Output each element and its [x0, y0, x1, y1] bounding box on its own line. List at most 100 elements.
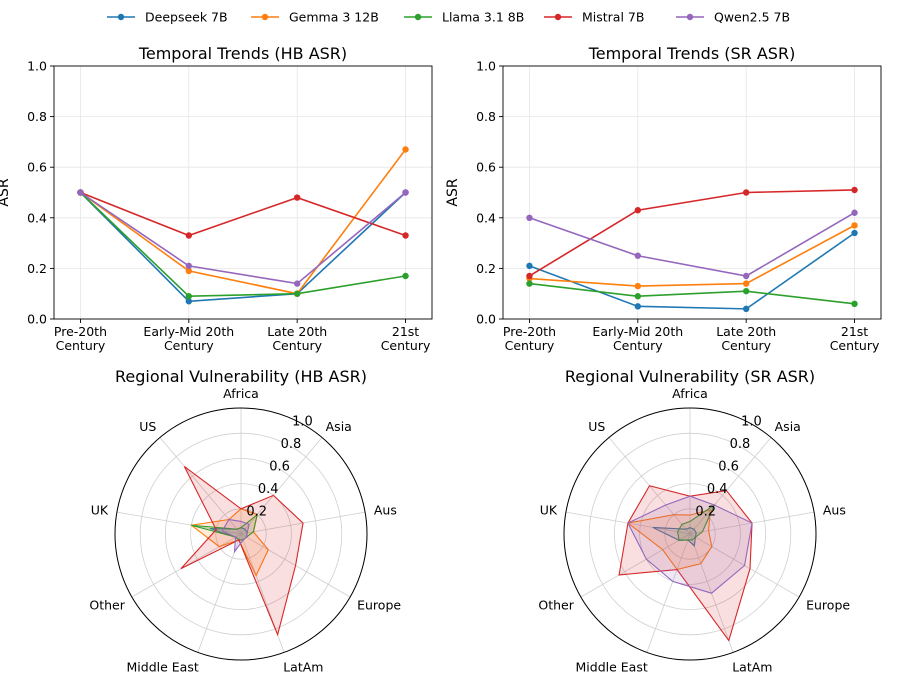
- data-point-mistral-7b: [293, 194, 301, 201]
- radar-category-other: Other: [89, 598, 125, 613]
- radar-category-aus: Aus: [374, 503, 397, 518]
- radar-spoke: [197, 533, 242, 653]
- x-tick-label-line: Century: [721, 338, 771, 353]
- radar-category-us: US: [139, 419, 156, 434]
- series-line-qwen2-5-7b: [80, 191, 407, 285]
- x-tick-label: 21st Century: [381, 324, 431, 353]
- data-point-mistral-7b: [742, 189, 750, 196]
- y-tick-label: 0.2: [476, 261, 496, 276]
- series-line-mistral-7b: [529, 189, 855, 277]
- radar-category-latam: LatAm: [283, 659, 323, 674]
- x-tick-label-line: Pre-20th: [54, 324, 107, 339]
- legend-label: Gemma 3 12B: [289, 10, 379, 25]
- data-point-qwen2-5-7b: [526, 214, 533, 221]
- data-point-deepseek-7b: [851, 229, 858, 237]
- radar-tick-label: 1.0: [741, 415, 762, 430]
- radar-category-middle-east: Middle East: [576, 659, 648, 674]
- y-tick-label: 0.0: [27, 312, 47, 327]
- radar-area-qwen2-5-7b: [627, 495, 753, 594]
- data-point-qwen2-5-7b: [402, 189, 409, 196]
- y-tick-label: 0.8: [476, 109, 496, 124]
- y-tick-label: 0.4: [27, 210, 47, 225]
- radar-category-asia: Asia: [326, 419, 352, 434]
- data-point-llama-3-1-8b: [851, 300, 858, 308]
- series-line-gemma-3-12b: [79, 149, 407, 295]
- radar-spoke: [240, 437, 323, 535]
- data-point-llama-3-1-8b: [293, 290, 301, 297]
- legend-label: Llama 3.1 8B: [442, 10, 524, 25]
- x-tick-label-line: Early-Mid 20th: [143, 324, 234, 339]
- data-point-qwen2-5-7b: [634, 252, 642, 259]
- radar-area-deepseek-7b: [652, 526, 697, 547]
- data-point-llama-3-1-8b: [402, 272, 409, 280]
- data-point-llama-3-1-8b: [742, 287, 750, 295]
- data-point-qwen2-5-7b: [851, 209, 858, 216]
- chart-title: Temporal Trends (HB ASR): [138, 44, 347, 63]
- radar-area-qwen2-5-7b: [221, 518, 250, 554]
- legend-marker: [261, 13, 269, 21]
- series-line-llama-3-1-8b: [529, 282, 855, 305]
- x-tick-label-line: Century: [164, 338, 214, 353]
- series-line-deepseek-7b: [529, 232, 855, 310]
- x-tick-label-line: 21st: [392, 324, 419, 339]
- legend-marker: [686, 13, 694, 21]
- radar-chart-4: 0.2 0.4 0.6 0.8 1.0 Africa Asia Aus Europe LatAm M…: [538, 367, 850, 674]
- chart-title: Regional Vulnerability (SR ASR): [565, 367, 815, 386]
- x-tick-label-line: Century: [56, 338, 106, 353]
- legend-item-deepseek-7b: Deepseek 7B: [107, 10, 228, 25]
- data-point-gemma-3-12b: [402, 146, 409, 153]
- legend-item-gemma-3-12b: Gemma 3 12B: [251, 10, 379, 25]
- radar-tick-label: 0.4: [258, 482, 279, 497]
- chart-title: Temporal Trends (SR ASR): [588, 44, 796, 63]
- radar-spoke: [159, 437, 242, 535]
- legend-label: Mistral 7B: [582, 10, 644, 25]
- radar-category-uk: UK: [540, 503, 558, 518]
- radar-category-middle-east: Middle East: [127, 659, 199, 674]
- line-chart-2: 0.0 0.2 0.4 0.6 0.8 1.0 Pre-20th Century Early-M…: [445, 44, 882, 353]
- x-tick-label: Late 20th Century: [267, 324, 327, 353]
- radar-area-gemma-3-12b: [626, 509, 713, 571]
- x-tick-label-line: Century: [505, 338, 555, 353]
- x-tick-label-line: 21st: [841, 324, 868, 339]
- radar-spoke: [580, 533, 691, 598]
- data-point-qwen2-5-7b: [293, 280, 301, 287]
- y-tick-label: 0.6: [27, 160, 47, 175]
- y-tick-label: 1.0: [476, 59, 496, 74]
- data-point-llama-3-1-8b: [634, 293, 642, 300]
- data-point-mistral-7b: [634, 207, 642, 214]
- legend-item-qwen2-5-7b: Qwen2.5 7B: [676, 10, 790, 25]
- x-tick-label: Early-Mid 20th Century: [592, 324, 683, 353]
- y-tick-label: 0.4: [476, 210, 496, 225]
- series-line-llama-3-1-8b: [79, 191, 406, 298]
- data-point-qwen2-5-7b: [185, 262, 193, 270]
- y-tick-label: 0.6: [476, 160, 496, 175]
- radar-outer-ring: [563, 407, 817, 661]
- radar-tick-label: 0.2: [695, 505, 716, 520]
- series-line-qwen2-5-7b: [529, 212, 855, 277]
- radar-tick-label: 0.8: [730, 437, 751, 452]
- radar-category-europe: Europe: [806, 598, 850, 613]
- x-tick-label: Early-Mid 20th Century: [143, 324, 234, 353]
- x-tick-label-line: Century: [830, 338, 880, 353]
- legend-marker: [414, 13, 422, 21]
- x-tick-label-line: Late 20th: [267, 324, 327, 339]
- legend: Deepseek 7B Gemma 3 12B Llama 3.1 8B Mistra…: [107, 10, 790, 25]
- plot-frame: [502, 65, 882, 320]
- radar-category-uk: UK: [91, 503, 109, 518]
- legend-item-mistral-7b: Mistral 7B: [544, 10, 644, 25]
- data-point-gemma-3-12b: [634, 282, 642, 290]
- radar-category-aus: Aus: [823, 503, 846, 518]
- x-tick-label: 21st Century: [830, 324, 880, 353]
- y-tick-label: 0.2: [27, 261, 47, 276]
- legend-label: Deepseek 7B: [145, 10, 228, 25]
- series-line-mistral-7b: [80, 191, 406, 237]
- radar-tick-label: 1.0: [292, 415, 313, 430]
- y-tick-label: 0.0: [476, 312, 496, 327]
- x-tick-label-line: Century: [272, 338, 322, 353]
- x-tick-label: Pre-20th Century: [503, 324, 556, 353]
- data-point-qwen2-5-7b: [77, 189, 84, 196]
- radar-tick-label: 0.8: [281, 437, 302, 452]
- radar-tick-label: 0.6: [269, 460, 290, 475]
